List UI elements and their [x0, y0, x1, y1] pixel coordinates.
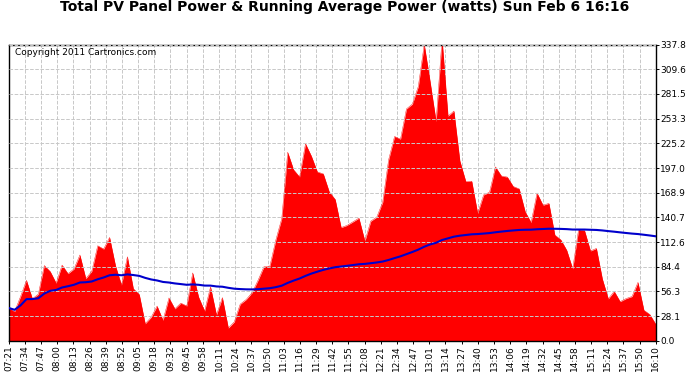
Text: Total PV Panel Power & Running Average Power (watts) Sun Feb 6 16:16: Total PV Panel Power & Running Average P… [61, 0, 629, 14]
Text: Copyright 2011 Cartronics.com: Copyright 2011 Cartronics.com [15, 48, 157, 57]
